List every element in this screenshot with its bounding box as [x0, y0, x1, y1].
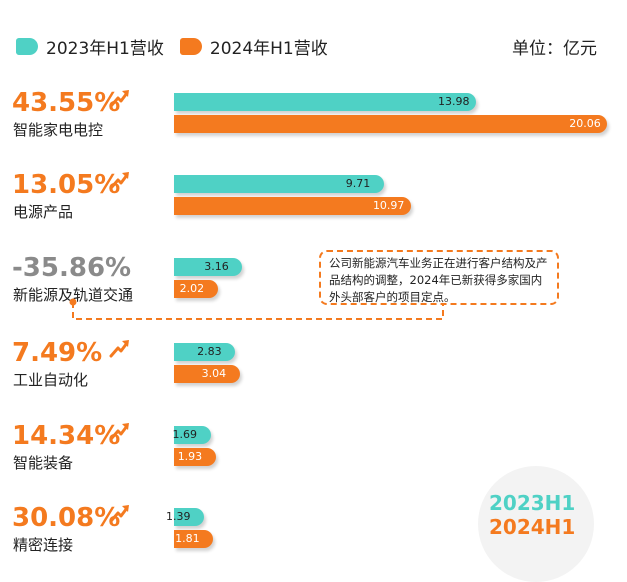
legend-swatch-2024 — [179, 38, 202, 55]
category-label: 精密连接 — [13, 536, 74, 554]
bar-value-label: 1.93 — [177, 450, 203, 463]
bar-value-label: 2.83 — [197, 345, 222, 358]
bar-value-label: 1.39 — [166, 510, 191, 523]
category-label: 智能装备 — [13, 454, 74, 472]
bar-2024 — [174, 197, 411, 215]
bar-value-label: 2.02 — [179, 282, 205, 295]
bar-value-label: 9.71 — [345, 177, 371, 190]
category-label: 电源产品 — [13, 203, 74, 221]
annotation-note: 公司新能源汽车业务正在进行客户结构及产品结构的调整，2024年已新获得多家国内外… — [319, 250, 559, 305]
badge-2024h1: 2024H1 — [489, 515, 576, 539]
category-label: 新能源及轨道交通 — [13, 286, 134, 304]
growth-rate: 13.05% — [12, 170, 121, 200]
bar-value-label: 20.06 — [569, 117, 601, 130]
growth-rate: -35.86% — [12, 253, 132, 283]
bar-value-label: 1.81 — [175, 532, 200, 545]
unit-label: 单位：亿元 — [512, 39, 597, 59]
category-label: 智能家电电控 — [13, 121, 104, 139]
bar-2023 — [174, 258, 243, 276]
trend-up-icon — [109, 340, 129, 358]
growth-rate: 30.08% — [12, 503, 121, 533]
bar-2023 — [174, 175, 384, 193]
trend-up-icon — [109, 172, 129, 190]
bar-2023 — [174, 93, 476, 111]
legend-swatch-2023 — [16, 38, 38, 55]
bar-2023 — [174, 426, 211, 444]
legend: 2023年H1营收 2024年H1营收 — [16, 34, 344, 59]
trend-up-icon — [109, 423, 129, 441]
bar-2024 — [174, 448, 216, 466]
growth-rate: 14.34% — [12, 421, 121, 451]
bar-2024 — [174, 280, 218, 298]
badge-2023h1: 2023H1 — [489, 491, 576, 515]
bar-value-label: 10.97 — [372, 199, 405, 212]
bar-2024 — [174, 115, 608, 133]
bar-2024 — [174, 530, 214, 548]
trend-up-icon — [109, 90, 129, 108]
legend-item-2024: 2024年H1营收 — [179, 34, 328, 59]
legend-label-2024: 2024年H1营收 — [209, 39, 328, 59]
bar-value-label: 1.69 — [172, 428, 198, 441]
bar-value-label: 13.98 — [437, 95, 470, 108]
trend-up-icon — [109, 505, 129, 523]
bar-2024 — [174, 365, 240, 383]
legend-item-2023: 2023年H1营收 — [16, 34, 164, 59]
bar-2023 — [174, 343, 236, 361]
badge-circle — [478, 466, 594, 582]
bar-2023 — [174, 508, 205, 526]
growth-rate: 7.49% — [12, 338, 103, 368]
legend-label-2023: 2023年H1营收 — [46, 39, 164, 59]
bar-value-label: 3.16 — [204, 260, 229, 273]
bar-value-label: 3.04 — [201, 367, 227, 380]
growth-rate: 43.55% — [12, 88, 121, 118]
category-label: 工业自动化 — [13, 371, 89, 389]
